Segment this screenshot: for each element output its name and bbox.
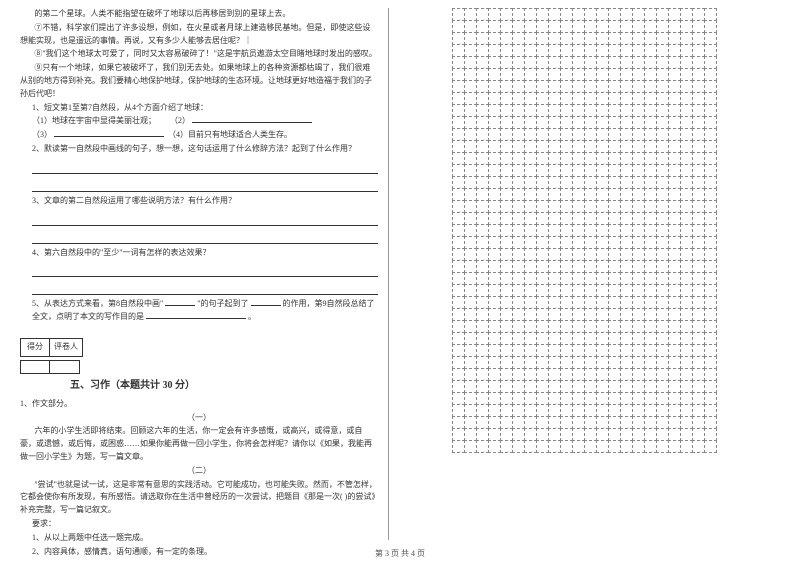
- grid-row: [453, 404, 717, 416]
- q5-d: 。: [248, 312, 256, 321]
- sub2-body: "尝试"也就是试一试，这是非常有意思的实践活动。它可能成功，也可能失败。然而，不…: [20, 479, 378, 517]
- q5-b: "的句子起到了: [197, 299, 248, 308]
- req-1: 1、从以上两题中任选一题完成。: [20, 532, 378, 545]
- grid-row: [453, 416, 717, 428]
- q5-a: 5、从表达方式来看，第8自然段中画": [32, 299, 163, 308]
- grid-row: [453, 80, 717, 92]
- grid-row: [453, 392, 717, 404]
- blank-q4-2: [32, 284, 378, 295]
- grid-row: [453, 260, 717, 272]
- blank-q4-1: [32, 266, 378, 277]
- paragraph-2: ⑦不错，科学家们提出了许多设想，例如，在火星或者月球上建造移民基地。但是，即使这…: [20, 22, 378, 48]
- page-container: 的第二个星球。人类不能指望在破坏了地球以后再移居到别的星球上去。 ⑦不错，科学家…: [0, 0, 800, 540]
- grid-row: [453, 368, 717, 380]
- sub2-title: （二）: [20, 465, 378, 478]
- score-label: 得分: [20, 338, 50, 357]
- grid-row: [453, 68, 717, 80]
- grid-row: [453, 236, 717, 248]
- paragraph-4: ⑨只有一个地球，如果它被破坏了，我们别无去处。如果地球上的各种资源都枯竭了，我们…: [20, 62, 378, 100]
- score-empty-2: [50, 360, 80, 374]
- grid-row: [453, 128, 717, 140]
- grid-row: [453, 296, 717, 308]
- grid-row: [453, 308, 717, 320]
- right-column: [388, 8, 768, 540]
- grid-row: [453, 152, 717, 164]
- blank-q5-1: [165, 305, 195, 306]
- grid-row: [453, 188, 717, 200]
- grid-row: [453, 140, 717, 152]
- grid-row: [453, 224, 717, 236]
- grid-row: [453, 344, 717, 356]
- question-1-lines-b: （3） （4）目前只有地球适合人类生存。: [20, 129, 378, 142]
- grid-row: [453, 92, 717, 104]
- blank-q3-2: [32, 233, 378, 244]
- grid-row: [453, 272, 717, 284]
- question-4: 4、第六自然段中的"至少"一词有怎样的表达效果？: [20, 247, 378, 260]
- grid-row: [453, 44, 717, 56]
- paragraph-1: 的第二个星球。人类不能指望在破坏了地球以后再移居到别的星球上去。: [20, 8, 378, 21]
- sub1-body: 六年的小学生活即将结束。回顾这六年的生活，你一定会有许多感慨，或高兴，或得意，或…: [20, 425, 378, 463]
- blank-q5-3: [146, 318, 246, 319]
- blank-q2-1: [32, 163, 378, 174]
- score-box: 得分 评卷人: [20, 338, 378, 357]
- grid-row: [453, 164, 717, 176]
- grid-row: [453, 104, 717, 116]
- score-box-empty: [20, 360, 378, 374]
- grid-row: [453, 356, 717, 368]
- grid-row: [453, 284, 717, 296]
- reviewer-label: 评卷人: [50, 338, 83, 357]
- question-2: 2、默读第一自然段中画线的句子，想一想，这句话运用了什么修辞方法？起到了什么作用…: [20, 143, 378, 156]
- blank-q2-2: [32, 181, 378, 192]
- q1-1: （1）地球在宇宙中显得美丽壮观；: [32, 116, 156, 125]
- grid-row: [453, 428, 717, 440]
- grid-row: [453, 440, 717, 452]
- q1-4: （4）目前只有地球适合人类生存。: [168, 130, 292, 139]
- grid-cell: [704, 440, 717, 453]
- question-3: 3、文章的第二自然段运用了哪些说明方法？有什么作用？: [20, 195, 378, 208]
- grid-row: [453, 380, 717, 392]
- req-label: 要求：: [20, 518, 378, 531]
- grid-row: [453, 200, 717, 212]
- left-column: 的第二个星球。人类不能指望在破坏了地球以后再移居到别的星球上去。 ⑦不错，科学家…: [20, 8, 388, 540]
- question-1-head: 1、短文第1至第7自然段，从4个方面介绍了地球：: [20, 102, 378, 115]
- blank-q1-3: [54, 136, 164, 137]
- q1-2: （2）: [170, 116, 190, 125]
- sub1-title: （一）: [20, 412, 378, 425]
- blank-q1-2: [192, 122, 312, 123]
- grid-row: [453, 320, 717, 332]
- question-5: 5、从表达方式来看，第8自然段中画" "的句子起到了 的作用，第9自然段总结了全…: [20, 298, 378, 324]
- blank-q3-1: [32, 215, 378, 226]
- score-empty-1: [20, 360, 50, 374]
- grid-row: [453, 32, 717, 44]
- grid-row: [453, 332, 717, 344]
- paragraph-3: ⑧"我们这个地球太可爱了，同时又太容易破碎了！"这是宇航员遨游太空目睹地球时发出…: [20, 48, 378, 61]
- grid-row: [453, 176, 717, 188]
- composition-q1: 1、作文部分。: [20, 398, 378, 411]
- blank-q5-2: [251, 305, 281, 306]
- section-5-title: 五、习作（本题共计 30 分）: [70, 378, 378, 394]
- grid-row: [453, 116, 717, 128]
- q1-3: （3）: [32, 130, 52, 139]
- grid-row: [453, 248, 717, 260]
- grid-row: [453, 8, 717, 20]
- question-1-lines: （1）地球在宇宙中显得美丽壮观； （2）: [20, 115, 378, 128]
- grid-row: [453, 212, 717, 224]
- writing-grid: [453, 8, 717, 452]
- page-footer: 第 3 页 共 4 页: [0, 548, 800, 559]
- grid-row: [453, 20, 717, 32]
- grid-row: [453, 56, 717, 68]
